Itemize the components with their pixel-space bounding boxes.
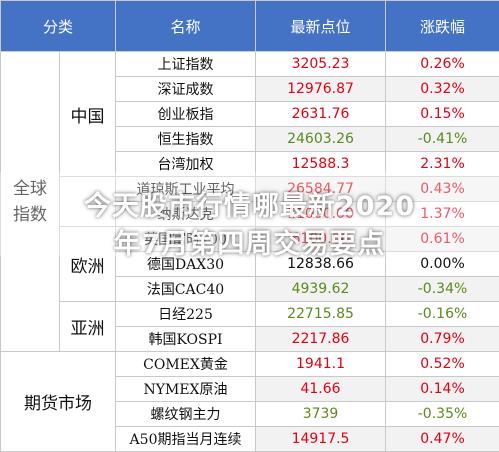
row-name: 上证指数 (116, 52, 256, 77)
row-change: -0.41% (386, 127, 499, 152)
row-name: COMEX黄金 (116, 352, 256, 377)
watermark-title-line2: 年7月第四周交易要点 (0, 222, 499, 261)
row-change: -0.35% (386, 402, 499, 427)
row-value: 2631.76 (256, 102, 386, 127)
row-value: 24603.26 (256, 127, 386, 152)
row-value: 3739 (256, 402, 386, 427)
row-value: 41.66 (256, 377, 386, 402)
row-name: 台湾加权 (116, 152, 256, 177)
header-row: 分类 名称 最新点位 涨跌幅 (1, 1, 499, 52)
group-asia: 亚洲 (60, 302, 116, 352)
table-row: 期货市场 COMEX黄金 1941.1 0.52% (1, 352, 499, 377)
row-value: 14917.5 (256, 427, 386, 452)
row-change: -0.34% (386, 277, 499, 302)
row-value: 22715.85 (256, 302, 386, 327)
row-name: 深证成数 (116, 77, 256, 102)
row-value: 12976.87 (256, 77, 386, 102)
row-name: 法国CAC40 (116, 277, 256, 302)
row-change: 0.26% (386, 52, 499, 77)
row-name: 日经225 (116, 302, 256, 327)
row-value: 2217.86 (256, 327, 386, 352)
table-row: 亚洲 日经225 22715.85 -0.16% (1, 302, 499, 327)
row-name: 韩国KOSPI (116, 327, 256, 352)
header-category: 分类 (1, 1, 116, 52)
row-value: 4939.62 (256, 277, 386, 302)
row-value: 1941.1 (256, 352, 386, 377)
row-name: 螺纹钢主力 (116, 402, 256, 427)
row-change: 0.52% (386, 352, 499, 377)
group-china: 中国 (60, 52, 116, 177)
row-change: 0.32% (386, 77, 499, 102)
row-change: 0.14% (386, 377, 499, 402)
header-latest: 最新点位 (256, 1, 386, 52)
row-change: 0.79% (386, 327, 499, 352)
row-name: 创业板指 (116, 102, 256, 127)
group-futures: 期货市场 (1, 352, 116, 452)
header-change: 涨跌幅 (386, 1, 499, 52)
row-name: 恒生指数 (116, 127, 256, 152)
row-change: 2.31% (386, 152, 499, 177)
watermark-title-line1: 今天股市行情哪最新2020 (0, 184, 499, 223)
row-value: 3205.23 (256, 52, 386, 77)
row-value: 12588.3 (256, 152, 386, 177)
header-name: 名称 (116, 1, 256, 52)
row-change: -0.16% (386, 302, 499, 327)
row-change: 0.15% (386, 102, 499, 127)
row-change: 0.47% (386, 427, 499, 452)
row-name: NYMEX原油 (116, 377, 256, 402)
table-row: 全球指数 中国 上证指数 3205.23 0.26% (1, 52, 499, 77)
row-name: A50期指当月连续 (116, 427, 256, 452)
